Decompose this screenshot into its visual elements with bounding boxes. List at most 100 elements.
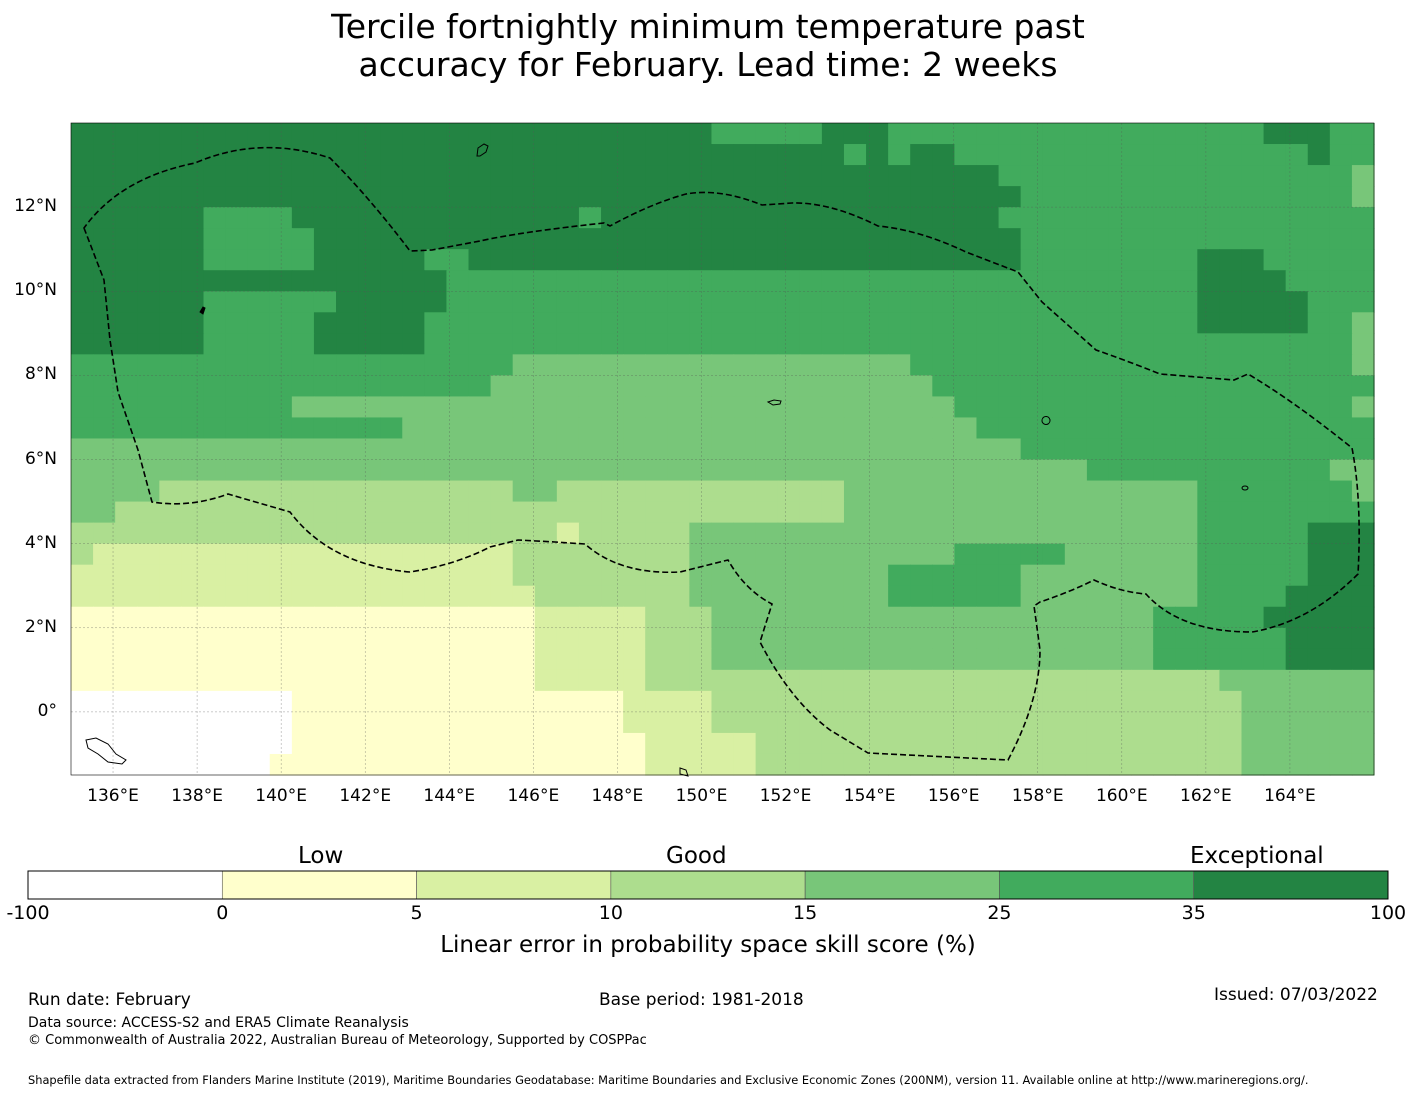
grid-cell — [137, 417, 160, 439]
grid-cell — [756, 691, 779, 713]
grid-cell — [800, 207, 823, 229]
grid-cell — [424, 228, 447, 250]
colorbar-tick-label: 25 — [987, 902, 1011, 924]
grid-cell — [1109, 144, 1132, 166]
grid-cell — [1241, 354, 1264, 376]
colorbar-tick-label: 100 — [1370, 902, 1406, 924]
grid-cell — [513, 186, 536, 208]
grid-cell — [1153, 396, 1176, 418]
grid-cell — [1131, 375, 1154, 397]
grid-cell — [469, 123, 492, 145]
grid-cell — [822, 291, 845, 313]
grid-cell — [1241, 691, 1264, 713]
grid-cell — [248, 375, 271, 397]
grid-cell — [446, 544, 469, 566]
grid-cell — [1065, 270, 1088, 292]
grid-cell — [71, 438, 94, 460]
grid-cell — [778, 375, 801, 397]
grid-cell — [292, 438, 315, 460]
grid-cell — [999, 544, 1022, 566]
grid-cell — [623, 354, 646, 376]
grid-cell — [667, 649, 690, 671]
grid-cell — [424, 165, 447, 187]
grid-cell — [1330, 691, 1353, 713]
grid-cell — [491, 586, 514, 608]
grid-cell — [1241, 165, 1264, 187]
grid-cell — [1109, 417, 1132, 439]
grid-cell — [932, 523, 955, 545]
grid-cell — [424, 291, 447, 313]
grid-cell — [204, 375, 227, 397]
grid-cell — [1065, 544, 1088, 566]
grid-cell — [248, 249, 271, 271]
grid-cell — [999, 249, 1022, 271]
grid-cell — [844, 165, 867, 187]
grid-cell — [159, 333, 182, 355]
grid-cell — [1131, 144, 1154, 166]
grid-cell — [1264, 565, 1287, 587]
grid-cell — [181, 712, 204, 734]
grid-cell — [954, 123, 977, 145]
grid-cell — [1043, 249, 1066, 271]
grid-cell — [1241, 586, 1264, 608]
grid-cell — [689, 333, 712, 355]
grid-cell — [402, 481, 425, 503]
grid-cell — [491, 333, 514, 355]
grid-cell — [1264, 291, 1287, 313]
grid-cell — [1308, 165, 1331, 187]
grid-cell — [491, 523, 514, 545]
grid-cell — [204, 691, 227, 713]
grid-cell — [1308, 123, 1331, 145]
grid-cell — [778, 544, 801, 566]
grid-cell — [976, 460, 999, 482]
grid-cell — [336, 207, 359, 229]
grid-cell — [579, 249, 602, 271]
grid-cell — [1021, 186, 1044, 208]
grid-cell — [711, 565, 734, 587]
grid-cell — [424, 649, 447, 671]
grid-cell — [314, 607, 337, 629]
grid-cell — [1131, 207, 1154, 229]
grid-cell — [1131, 333, 1154, 355]
grid-cell — [1065, 186, 1088, 208]
grid-cell — [557, 460, 580, 482]
grid-cell — [248, 733, 271, 755]
grid-cell — [689, 502, 712, 524]
grid-cell — [1087, 628, 1110, 650]
grid-cell — [667, 333, 690, 355]
grid-cell — [336, 754, 359, 776]
grid-cell — [358, 396, 381, 418]
grid-cell — [93, 228, 116, 250]
grid-cell — [557, 691, 580, 713]
grid-cell — [778, 481, 801, 503]
grid-cell — [491, 186, 514, 208]
grid-cell — [1021, 165, 1044, 187]
grid-cell — [1109, 312, 1132, 334]
grid-cell — [711, 586, 734, 608]
grid-cell — [513, 649, 536, 671]
grid-cell — [358, 354, 381, 376]
grid-cell — [292, 165, 315, 187]
grid-cell — [314, 670, 337, 692]
grid-cell — [115, 481, 138, 503]
grid-cell — [1330, 607, 1353, 629]
grid-cell — [513, 712, 536, 734]
grid-cell — [1352, 733, 1375, 755]
grid-cell — [756, 460, 779, 482]
grid-cell — [159, 460, 182, 482]
grid-cell — [976, 165, 999, 187]
grid-cell — [1043, 312, 1066, 334]
grid-cell — [778, 523, 801, 545]
grid-cell — [1352, 144, 1375, 166]
grid-cell — [358, 438, 381, 460]
grid-cell — [910, 460, 933, 482]
grid-cell — [844, 628, 867, 650]
grid-cell — [248, 607, 271, 629]
grid-cell — [623, 712, 646, 734]
grid-cell — [756, 565, 779, 587]
grid-cell — [1087, 396, 1110, 418]
grid-cell — [1109, 438, 1132, 460]
grid-cell — [93, 144, 116, 166]
grid-cell — [557, 754, 580, 776]
grid-cell — [248, 291, 271, 313]
